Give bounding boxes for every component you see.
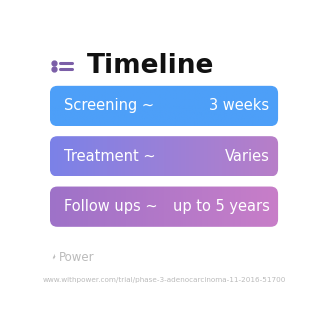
Text: Treatment ~: Treatment ~ — [64, 149, 155, 164]
Text: Varies: Varies — [225, 149, 269, 164]
Text: Power: Power — [59, 250, 94, 264]
Text: Timeline: Timeline — [87, 53, 214, 79]
Text: 3 weeks: 3 weeks — [209, 98, 269, 113]
Polygon shape — [53, 254, 56, 260]
Text: up to 5 years: up to 5 years — [172, 199, 269, 214]
Text: www.withpower.com/trial/phase-3-adenocarcinoma-11-2016-51700: www.withpower.com/trial/phase-3-adenocar… — [42, 277, 286, 283]
Text: Screening ~: Screening ~ — [64, 98, 154, 113]
Text: Follow ups ~: Follow ups ~ — [64, 199, 157, 214]
